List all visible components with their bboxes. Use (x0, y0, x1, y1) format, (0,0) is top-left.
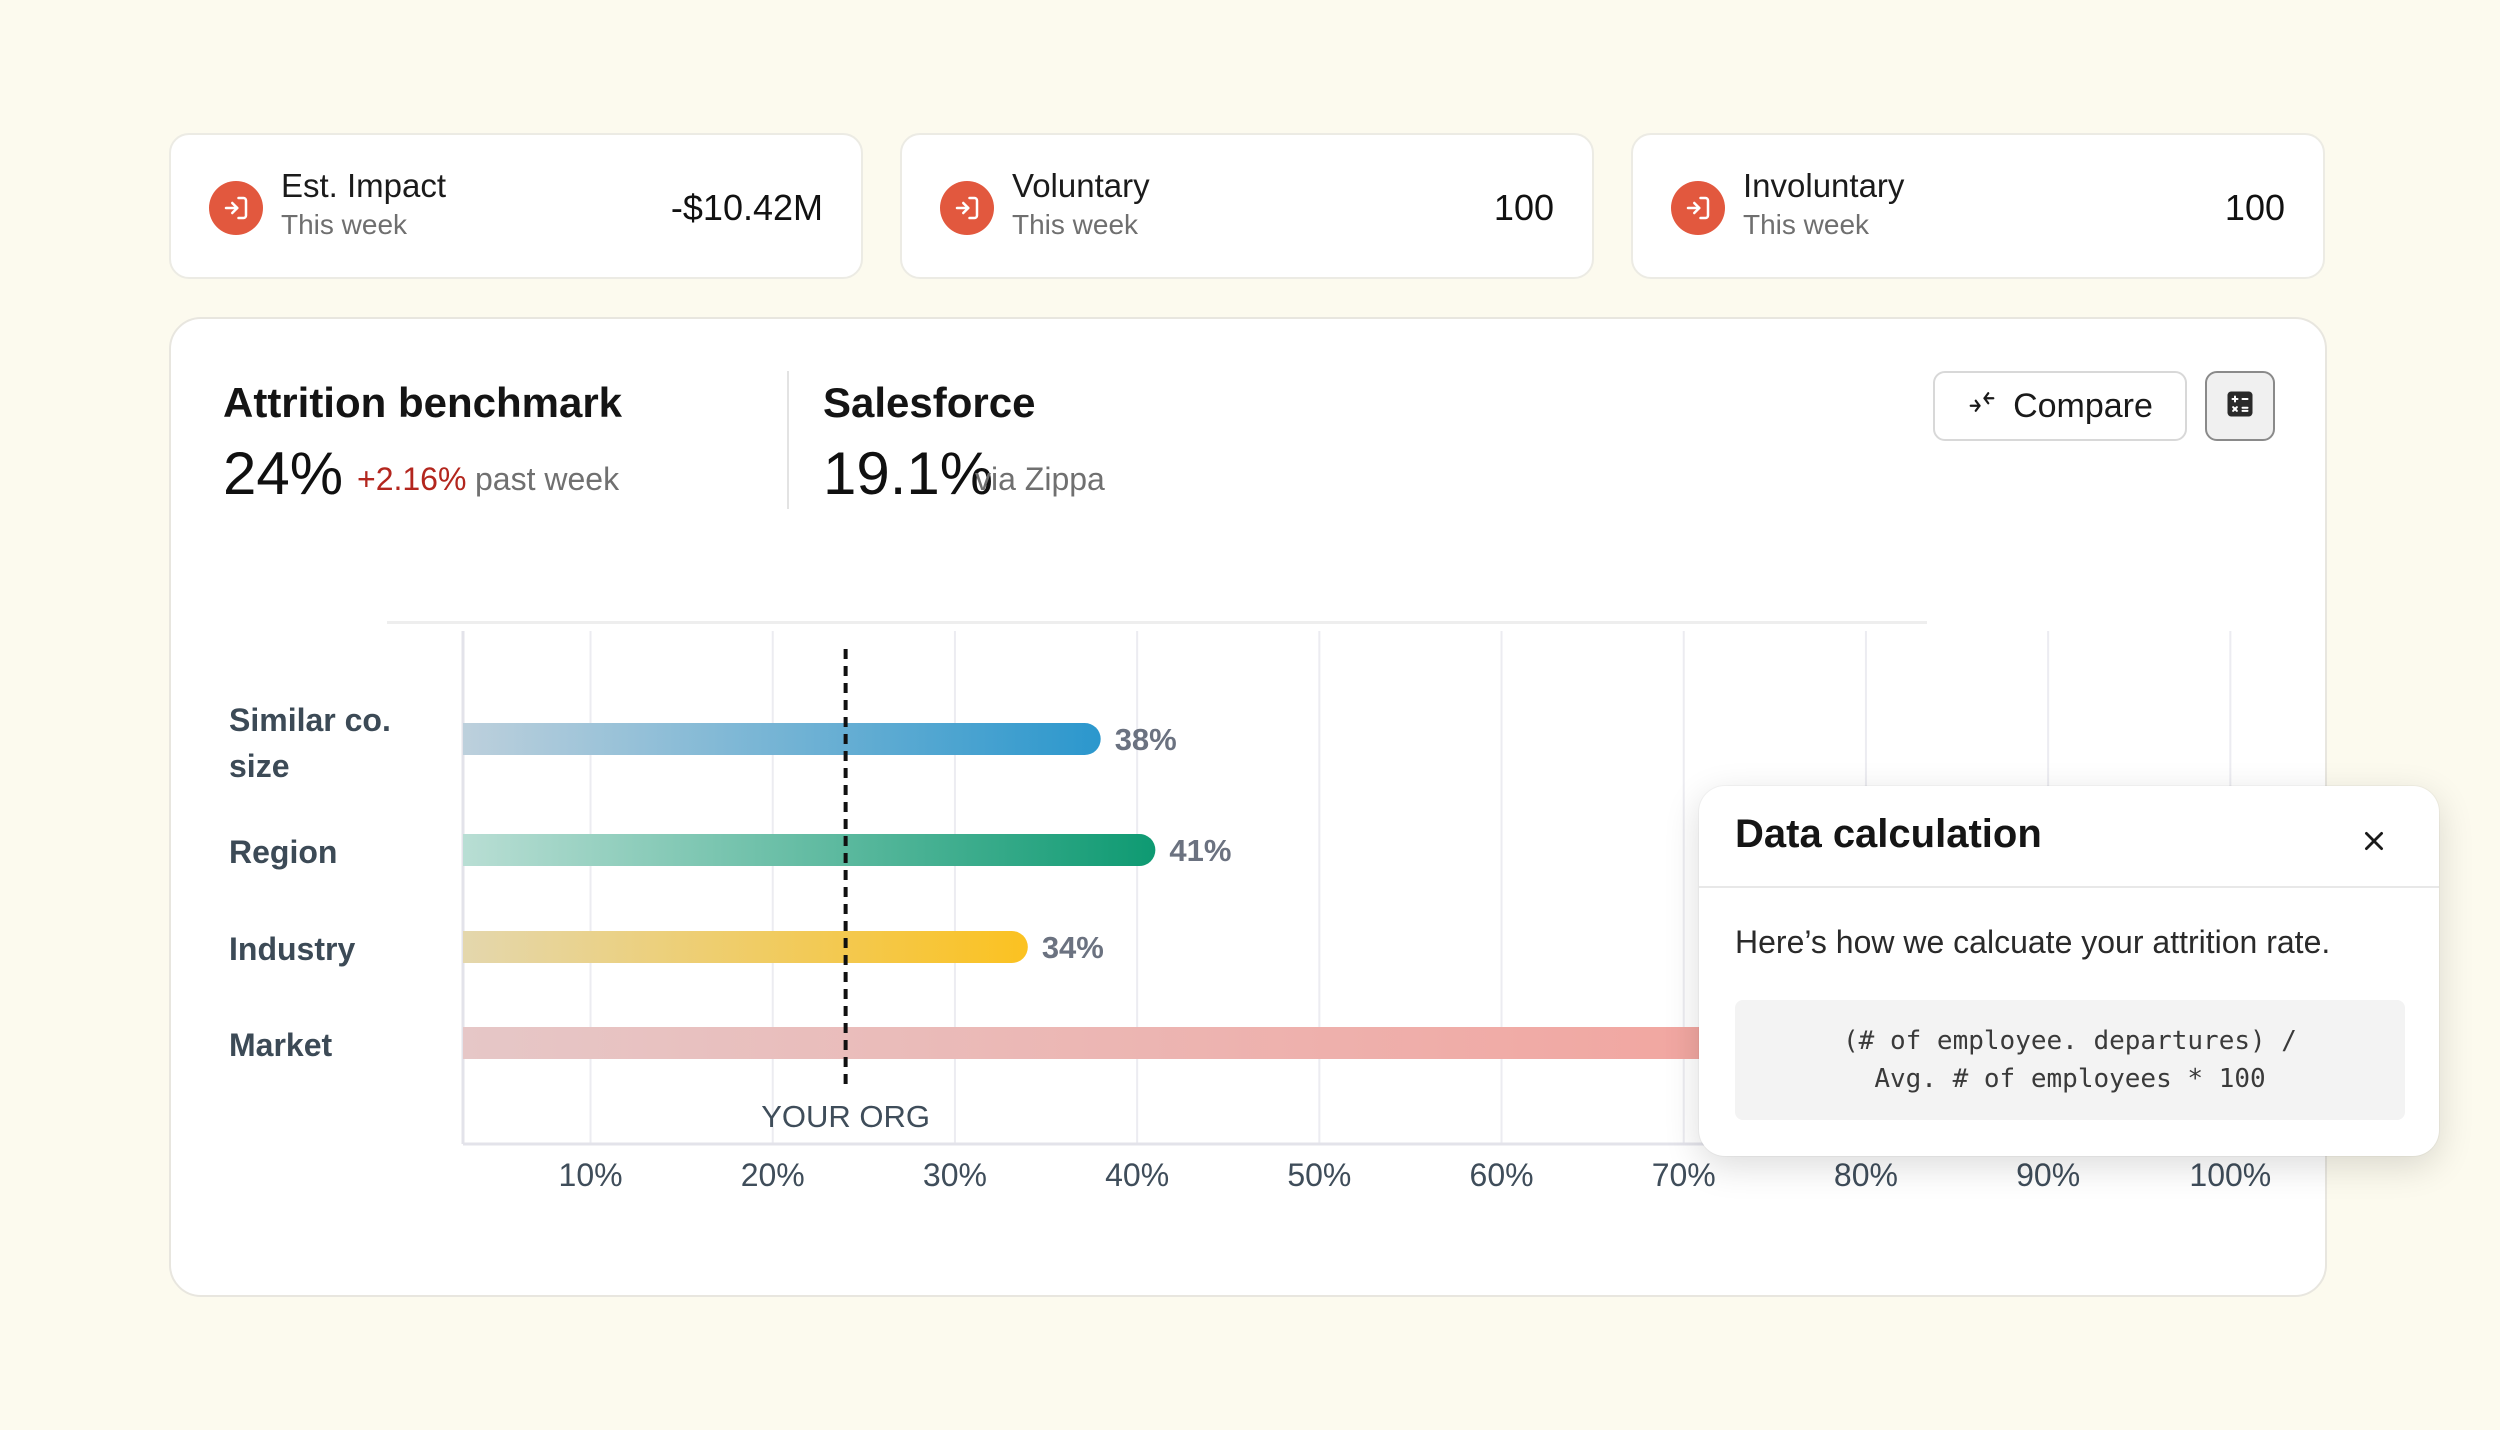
kpi-card-involuntary[interactable]: Involuntary This week 100 (1631, 133, 2325, 279)
bar-value-label: 34% (1042, 930, 1104, 965)
x-tick-label: 20% (741, 1157, 805, 1193)
x-tick-label: 40% (1105, 1157, 1169, 1193)
formula-box: (# of employee. departures) / Avg. # of … (1735, 1000, 2405, 1120)
compare-arrows-icon (1967, 387, 1997, 426)
close-icon[interactable] (2357, 824, 2391, 858)
formula-line-2: Avg. # of employees * 100 (1874, 1064, 2266, 1094)
compare-button[interactable]: Compare (1933, 371, 2187, 441)
kpi-value: -$10.42M (670, 187, 823, 228)
x-tick-label: 10% (559, 1157, 623, 1193)
exit-icon (940, 181, 994, 235)
calculator-button[interactable] (2205, 371, 2275, 441)
x-tick-label: 50% (1287, 1157, 1351, 1193)
bar-value-label: 41% (1169, 833, 1231, 868)
benchmark-title: Attrition benchmark (223, 379, 623, 426)
kpi-title: Est. Impact (281, 167, 447, 204)
kpi-value: 100 (1493, 187, 1554, 228)
attrition-benchmark-card: Attrition benchmark 24% +2.16% past week… (169, 317, 2439, 1297)
calculator-icon (2225, 389, 2255, 424)
bar-value-label: 38% (1115, 722, 1177, 757)
bar-region[interactable] (463, 834, 1156, 866)
kpi-value: 100 (2224, 187, 2285, 228)
bar-industry[interactable] (463, 931, 1028, 963)
benchmark-change-note: past week (475, 461, 620, 497)
benchmark-value: 24% (223, 440, 344, 507)
exit-icon (1671, 181, 1725, 235)
kpi-subtitle: This week (281, 209, 408, 240)
your-org-label: YOUR ORG (761, 1099, 930, 1134)
benchmark-change: +2.16% (357, 461, 467, 497)
category-label-region: Region (229, 834, 338, 870)
x-tick-label: 60% (1470, 1157, 1534, 1193)
kpi-subtitle: This week (1743, 209, 1870, 240)
category-label-similar-size: Similar co. size (229, 702, 391, 784)
kpi-title: Voluntary (1012, 167, 1150, 204)
popover-title: Data calculation (1735, 812, 2042, 856)
exit-icon (209, 181, 263, 235)
kpi-card-voluntary[interactable]: Voluntary This week 100 (900, 133, 1594, 279)
bar-similar-co-size[interactable] (463, 723, 1101, 755)
attrition-bar-chart: 38%41%34%74% YOUR ORG 10%20%30%40%50%60%… (461, 631, 2285, 1193)
kpi-card-est-impact[interactable]: Est. Impact This week -$10.42M (169, 133, 863, 279)
salesforce-value: 19.1% (823, 440, 994, 507)
chart-top-divider (387, 621, 1927, 624)
kpi-title: Involuntary (1743, 167, 1905, 204)
category-label-industry: Industry (229, 931, 356, 967)
x-tick-label: 90% (2016, 1157, 2080, 1193)
x-tick-label: 80% (1834, 1157, 1898, 1193)
bar-market[interactable] (463, 1027, 1757, 1059)
category-label-market: Market (229, 1027, 333, 1063)
metric-divider (787, 371, 789, 509)
salesforce-title: Salesforce (823, 379, 1036, 426)
data-calculation-popover: Data calculation Here’s how we calcuate … (1699, 786, 2439, 1156)
x-tick-label: 70% (1652, 1157, 1716, 1193)
salesforce-source: via Zippa (975, 461, 1105, 497)
x-tick-label: 30% (923, 1157, 987, 1193)
x-tick-label: 100% (2189, 1157, 2271, 1193)
popover-description: Here’s how we calcuate your attrition ra… (1735, 924, 2331, 960)
compare-label: Compare (2013, 386, 2153, 425)
popover-divider (1699, 886, 2439, 888)
kpi-subtitle: This week (1012, 209, 1139, 240)
formula-line-1: (# of employee. departures) / (1843, 1026, 2297, 1056)
